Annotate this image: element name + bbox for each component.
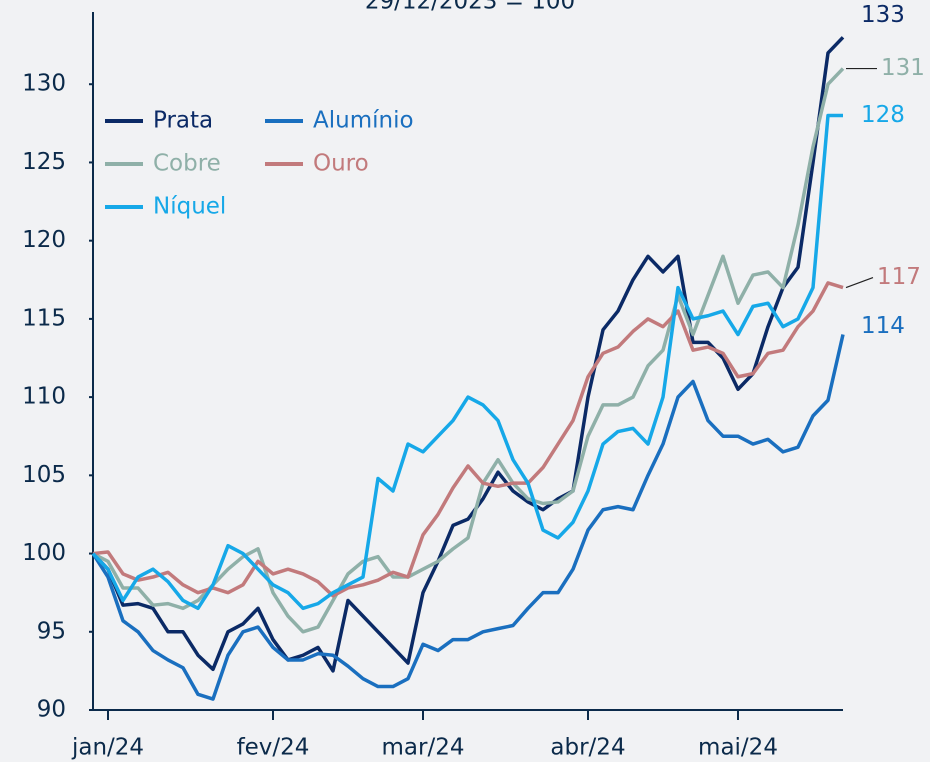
end-label: 128 <box>861 102 905 128</box>
y-tick-label: 95 <box>37 618 66 644</box>
x-tick-label: abr/24 <box>550 735 625 761</box>
y-tick-label: 130 <box>22 71 66 97</box>
y-tick-label: 100 <box>22 540 66 566</box>
end-label: 131 <box>881 55 925 81</box>
y-tick-label: 120 <box>22 227 66 253</box>
chart-subtitle: 29/12/2023 = 100 <box>365 0 575 15</box>
y-tick-label: 110 <box>22 384 66 410</box>
legend-label: Prata <box>153 108 213 134</box>
end-label: 117 <box>877 264 921 290</box>
end-label: 114 <box>861 313 905 339</box>
series-line <box>91 334 845 701</box>
x-tick-label: mar/24 <box>382 735 465 761</box>
legend-label: Cobre <box>153 151 221 177</box>
series-line <box>92 281 844 598</box>
legend-label: Ouro <box>313 151 369 177</box>
label-leader <box>845 277 874 289</box>
end-label: 133 <box>861 2 905 28</box>
y-tick-label: 115 <box>22 305 66 331</box>
y-tick-label: 90 <box>37 697 66 723</box>
y-tick-label: 125 <box>22 149 66 175</box>
series-line <box>92 67 845 634</box>
y-tick-label: 105 <box>22 462 66 488</box>
series-line <box>91 113 843 611</box>
x-tick-label: jan/24 <box>71 735 144 761</box>
legend-label: Alumínio <box>313 108 414 134</box>
x-tick-label: mai/24 <box>698 735 778 761</box>
x-tick-label: fev/24 <box>237 735 310 761</box>
legend-label: Níquel <box>153 194 226 220</box>
